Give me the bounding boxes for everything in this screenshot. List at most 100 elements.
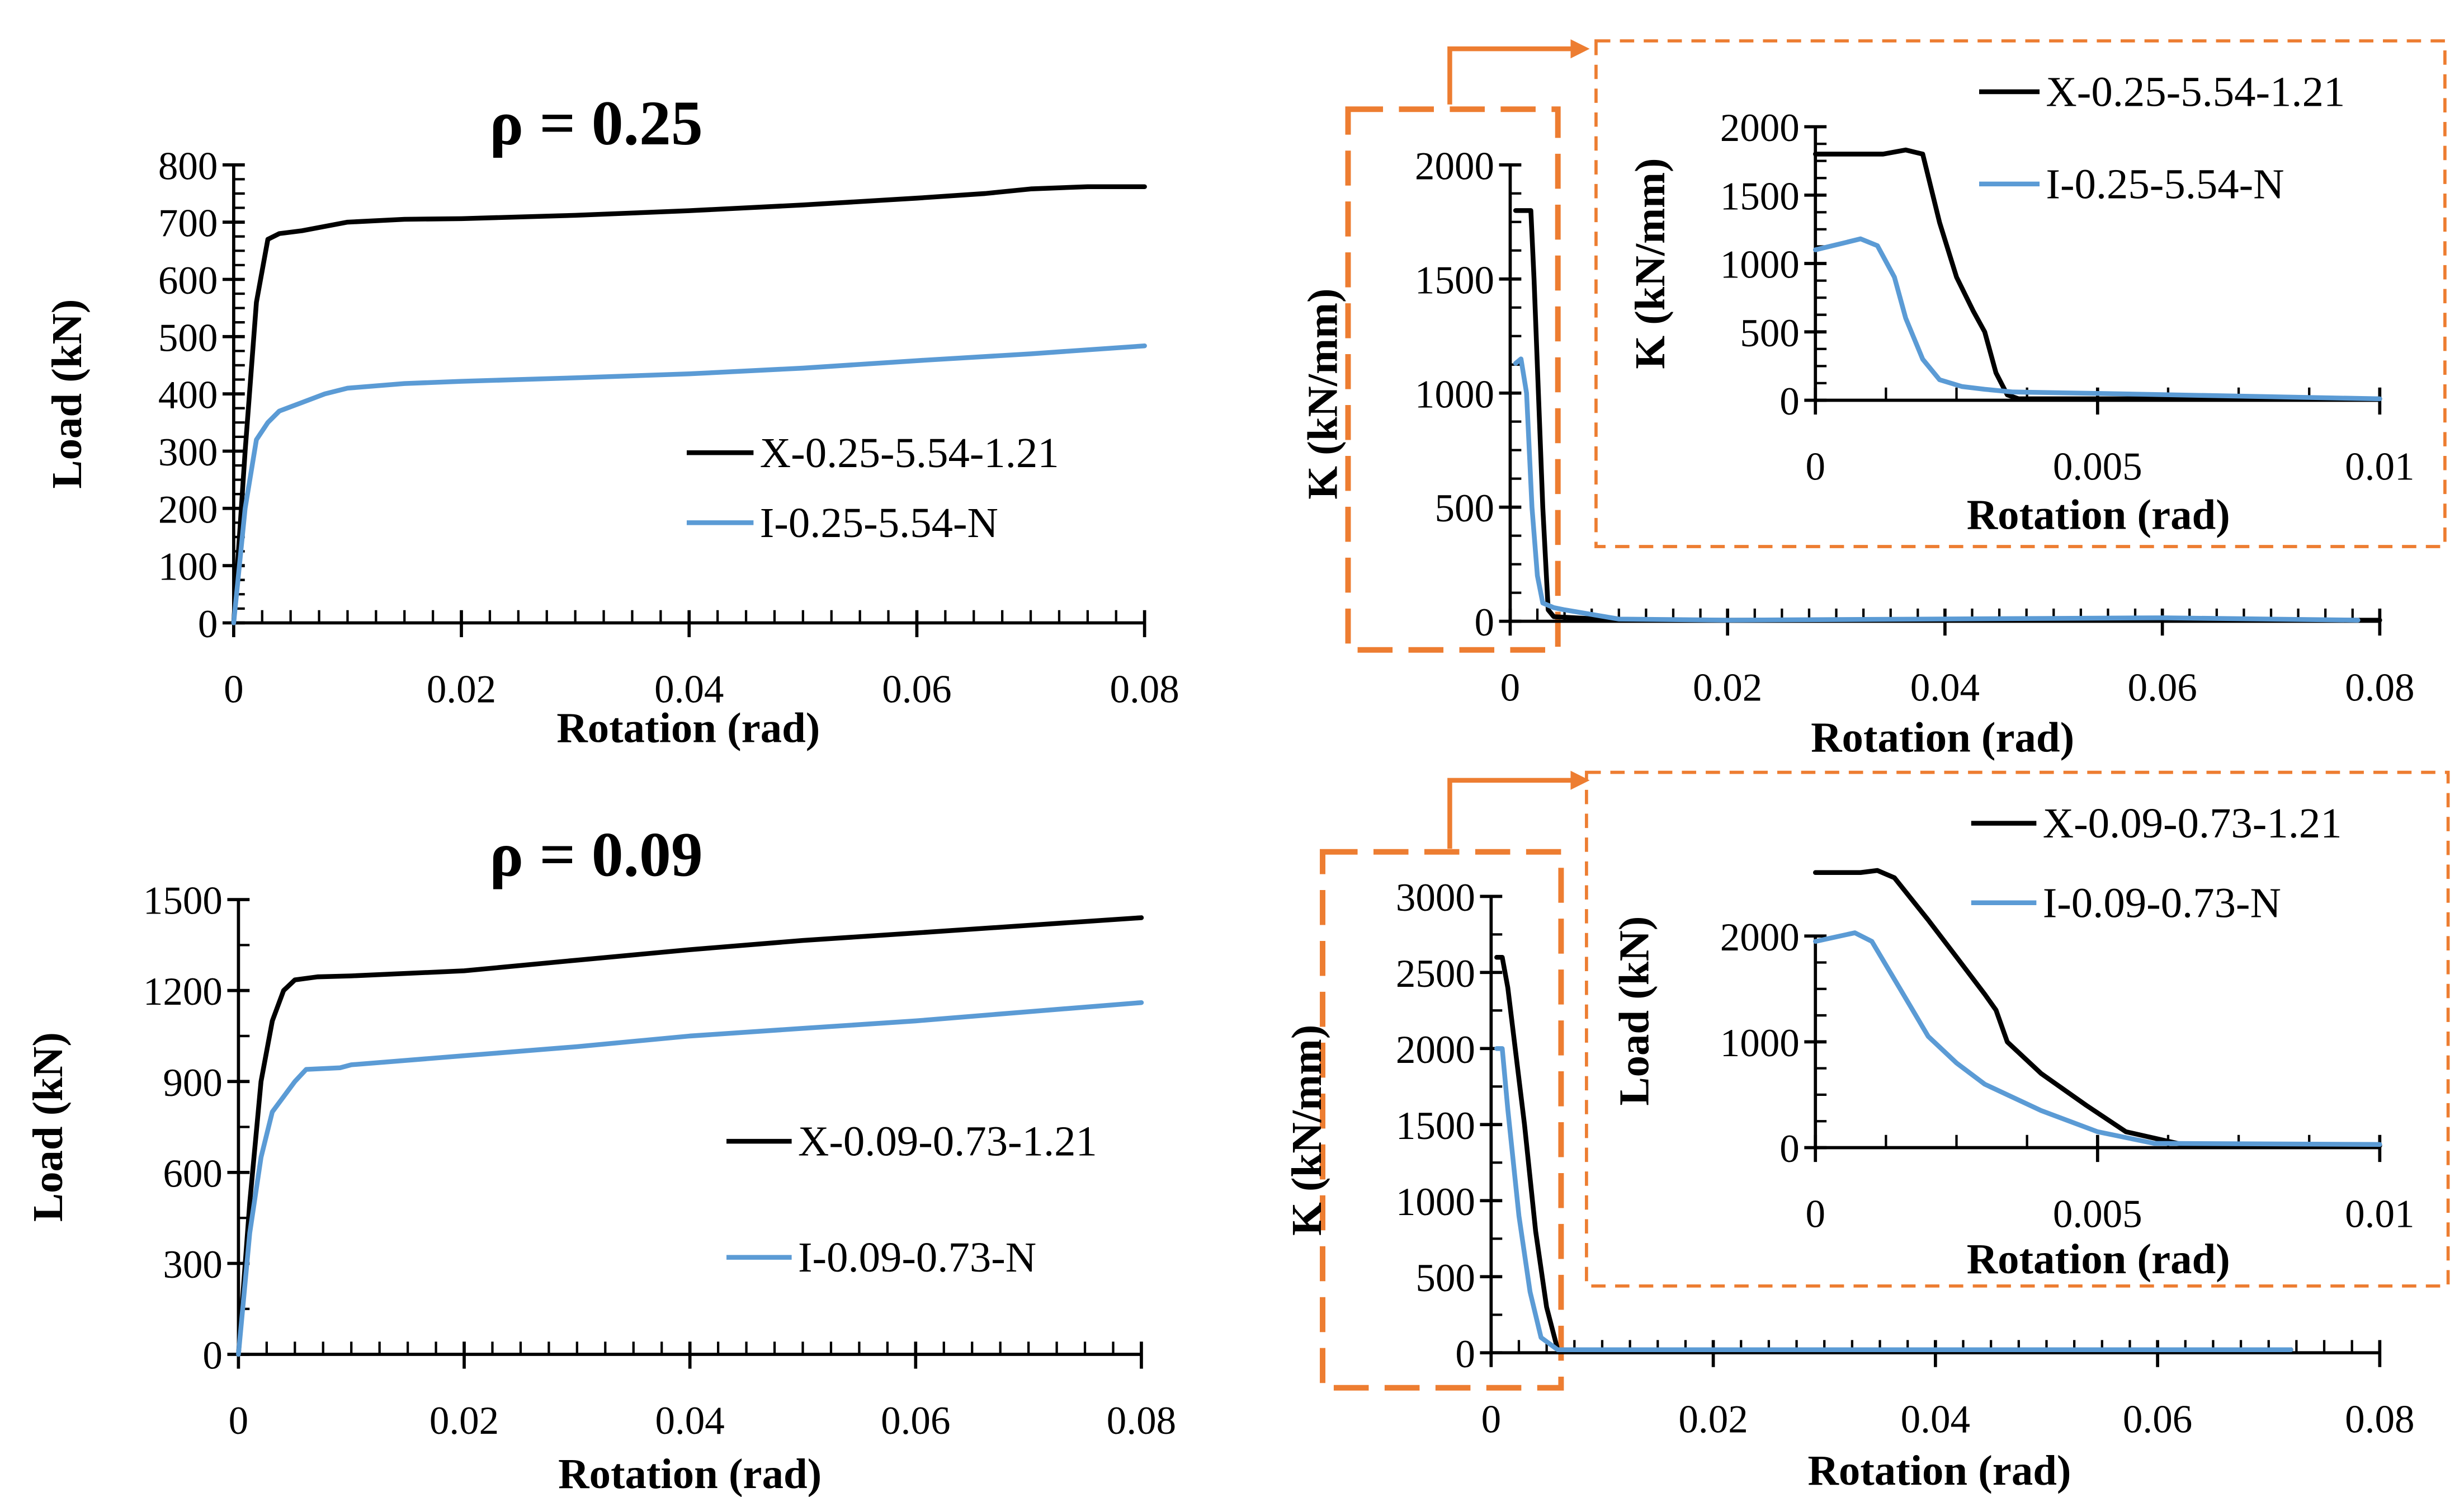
y-axis-label: Load (kN) bbox=[24, 1032, 72, 1222]
legend-label: X-0.09-0.73-1.21 bbox=[798, 1118, 1097, 1165]
series-line-blue bbox=[1812, 930, 2382, 1147]
x-tick-label: 0.01 bbox=[2345, 1193, 2414, 1236]
y-tick-label: 0 bbox=[1779, 380, 1800, 423]
series-line-blue bbox=[236, 1000, 1144, 1357]
y-tick-label: 1200 bbox=[143, 970, 223, 1014]
y-tick-label: 1000 bbox=[1415, 373, 1494, 416]
x-tick-label: 0.02 bbox=[429, 1399, 499, 1443]
y-tick-label: 2000 bbox=[1720, 916, 1800, 959]
connector-arrow bbox=[1447, 46, 1574, 105]
series-line-black bbox=[236, 915, 1144, 1357]
y-tick-label: 200 bbox=[158, 488, 218, 531]
y-tick-label: 0 bbox=[1455, 1333, 1475, 1376]
y-axis-label: K (kN/mm) bbox=[1299, 288, 1347, 499]
y-tick-label: 400 bbox=[158, 374, 218, 417]
series-line-blue bbox=[1812, 236, 2382, 402]
chart-title: ρ = 0.09 bbox=[489, 819, 702, 889]
series-line-black bbox=[231, 184, 1147, 625]
zoom-region-box bbox=[1320, 849, 1564, 1391]
y-tick-label: 1000 bbox=[1720, 243, 1800, 287]
legend-label: I-0.25-5.54-N bbox=[2046, 160, 2284, 208]
x-tick-label: 0.06 bbox=[2123, 1397, 2192, 1441]
x-tick-label: 0.08 bbox=[1107, 1399, 1176, 1443]
x-tick-label: 0 bbox=[1500, 666, 1521, 710]
x-tick-label: 0 bbox=[229, 1399, 249, 1443]
x-tick-label: 0 bbox=[1805, 1193, 1825, 1236]
series-line-blue bbox=[231, 343, 1147, 625]
y-tick-label: 0 bbox=[1474, 601, 1494, 644]
y-tick-label: 1000 bbox=[1396, 1180, 1475, 1224]
y-tick-label: 900 bbox=[163, 1061, 223, 1105]
series-line-blue bbox=[1494, 1046, 2293, 1353]
x-tick-label: 0.01 bbox=[2345, 445, 2414, 489]
y-tick-label: 800 bbox=[158, 144, 218, 188]
legend-label: I-0.09-0.73-N bbox=[798, 1234, 1036, 1281]
x-axis-label: Rotation (rad) bbox=[1811, 714, 2074, 761]
y-tick-label: 1500 bbox=[143, 879, 223, 923]
y-tick-label: 300 bbox=[163, 1243, 223, 1287]
y-tick-label: 0 bbox=[198, 602, 218, 646]
series-line-black bbox=[1812, 868, 2382, 1148]
x-tick-label: 0.06 bbox=[2127, 666, 2197, 710]
chart-title: ρ = 0.25 bbox=[489, 88, 702, 158]
x-tick-label: 0.02 bbox=[1693, 666, 1762, 710]
legend-label: I-0.09-0.73-N bbox=[2043, 879, 2281, 926]
x-tick-label: 0.04 bbox=[654, 668, 724, 712]
series-line-black bbox=[1812, 147, 2382, 402]
y-axis-label: Load (kN) bbox=[43, 299, 91, 489]
connector-arrow bbox=[1447, 778, 1574, 849]
x-axis-label: Rotation (rad) bbox=[1807, 1447, 2071, 1494]
x-axis-label: Rotation (rad) bbox=[1967, 1235, 2230, 1283]
x-tick-label: 0.08 bbox=[2345, 666, 2414, 710]
y-tick-label: 500 bbox=[158, 316, 218, 360]
inset-frame bbox=[1585, 770, 2450, 1288]
zoom-region-box bbox=[1345, 106, 1561, 653]
x-tick-label: 0.02 bbox=[427, 668, 496, 712]
legend-label: X-0.25-5.54-1.21 bbox=[2046, 68, 2345, 116]
x-tick-label: 0.005 bbox=[2053, 445, 2142, 489]
x-tick-label: 0.02 bbox=[1678, 1397, 1748, 1441]
y-tick-label: 2000 bbox=[1396, 1028, 1475, 1072]
y-axis-label: K (kN/mm) bbox=[1283, 1025, 1330, 1236]
y-tick-label: 600 bbox=[163, 1152, 223, 1195]
y-tick-label: 1500 bbox=[1396, 1104, 1475, 1148]
x-tick-label: 0.06 bbox=[882, 668, 951, 712]
x-tick-label: 0 bbox=[224, 668, 244, 712]
y-tick-label: 500 bbox=[1434, 487, 1494, 530]
y-tick-label: 1000 bbox=[1720, 1021, 1800, 1065]
legend-label: I-0.25-5.54-N bbox=[760, 499, 998, 547]
y-tick-label: 500 bbox=[1740, 312, 1800, 355]
y-tick-label: 700 bbox=[158, 202, 218, 246]
legend-label: X-0.25-5.54-1.21 bbox=[760, 429, 1059, 477]
x-tick-label: 0 bbox=[1481, 1397, 1502, 1441]
x-tick-label: 0.04 bbox=[655, 1399, 725, 1443]
y-tick-label: 2000 bbox=[1415, 144, 1494, 188]
y-axis-label: K (kN/mm) bbox=[1626, 158, 1674, 369]
arrowhead-icon bbox=[1570, 770, 1590, 790]
x-axis-label: Rotation (rad) bbox=[556, 704, 820, 752]
series-line-blue bbox=[1513, 356, 2361, 623]
x-axis-label: Rotation (rad) bbox=[1967, 491, 2230, 539]
y-tick-label: 0 bbox=[202, 1334, 223, 1378]
y-tick-label: 500 bbox=[1415, 1256, 1475, 1300]
x-axis-label: Rotation (rad) bbox=[558, 1450, 822, 1497]
inset-frame bbox=[1594, 39, 2447, 548]
y-tick-label: 0 bbox=[1779, 1127, 1800, 1171]
x-tick-label: 0.06 bbox=[881, 1399, 950, 1443]
y-tick-label: 300 bbox=[158, 431, 218, 474]
y-tick-label: 3000 bbox=[1396, 876, 1475, 920]
y-tick-label: 100 bbox=[158, 545, 218, 589]
y-tick-label: 2000 bbox=[1720, 106, 1800, 150]
y-tick-label: 2500 bbox=[1396, 952, 1475, 996]
y-tick-label: 600 bbox=[158, 259, 218, 303]
x-tick-label: 0.005 bbox=[2053, 1193, 2142, 1236]
x-tick-label: 0.08 bbox=[1110, 668, 1179, 712]
y-tick-label: 1500 bbox=[1415, 258, 1494, 302]
x-tick-label: 0.04 bbox=[1901, 1397, 1970, 1441]
x-tick-label: 0.04 bbox=[1910, 666, 1980, 710]
y-tick-label: 1500 bbox=[1720, 175, 1800, 218]
x-tick-label: 0 bbox=[1805, 445, 1825, 489]
x-tick-label: 0.08 bbox=[2345, 1397, 2414, 1441]
y-axis-label: Load (kN) bbox=[1611, 916, 1658, 1106]
